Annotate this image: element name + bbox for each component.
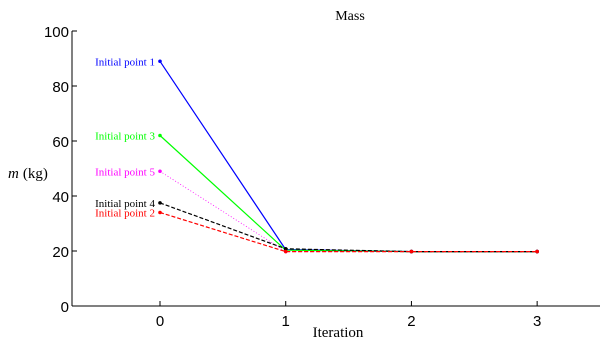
x-axis-label: Iteration bbox=[313, 325, 364, 341]
series-point-initial-point-4 bbox=[158, 201, 162, 205]
y-tick-label: 80 bbox=[52, 79, 69, 96]
series-label-initial-point-3: Initial point 3 bbox=[95, 131, 155, 143]
series-line-initial-point-4 bbox=[159, 202, 538, 253]
y-axis-label-var: m bbox=[8, 166, 19, 182]
series-point-initial-point-3 bbox=[158, 133, 162, 138]
x-tick-label: 0 bbox=[156, 313, 164, 330]
series-label-initial-point-1: Initial point 1 bbox=[95, 56, 155, 68]
y-axis-label: m (kg) bbox=[8, 166, 48, 182]
series-point-initial-point-4 bbox=[283, 247, 288, 251]
series-point-initial-point-2 bbox=[535, 249, 539, 254]
series-group bbox=[158, 59, 539, 254]
series-label-initial-point-4: Initial point 4 bbox=[95, 198, 155, 210]
x-tick-label: 2 bbox=[407, 313, 415, 330]
y-tick-label: 60 bbox=[52, 134, 69, 151]
series-point-initial-point-1 bbox=[158, 59, 162, 64]
series-line-initial-point-2 bbox=[159, 211, 538, 253]
x-ticks: 0 1 2 3 bbox=[156, 301, 541, 330]
y-ticks: 0 20 40 60 80 100 bbox=[44, 24, 77, 316]
series-label-initial-point-5: Initial point 5 bbox=[95, 166, 155, 178]
y-tick-label: 20 bbox=[52, 244, 69, 261]
x-tick-label: 1 bbox=[282, 313, 290, 330]
y-tick-label: 100 bbox=[44, 24, 69, 41]
series-line-initial-point-3 bbox=[159, 135, 538, 253]
y-tick-label: 0 bbox=[61, 299, 69, 316]
series-labels: Initial point 1 Initial point 3 Initial po… bbox=[95, 56, 155, 219]
series-line-initial-point-5 bbox=[159, 170, 538, 253]
series-point-initial-point-2 bbox=[283, 249, 288, 254]
chart-title: Mass bbox=[335, 9, 365, 24]
x-tick-label: 3 bbox=[533, 313, 541, 330]
series-point-initial-point-5 bbox=[158, 169, 162, 174]
series-label-initial-point-2: Initial point 2 bbox=[95, 208, 155, 220]
y-axis-label-unit: (kg) bbox=[23, 166, 48, 182]
series-point-initial-point-2 bbox=[409, 249, 414, 254]
series-point-initial-point-2 bbox=[158, 210, 162, 215]
y-tick-label: 40 bbox=[52, 189, 69, 206]
